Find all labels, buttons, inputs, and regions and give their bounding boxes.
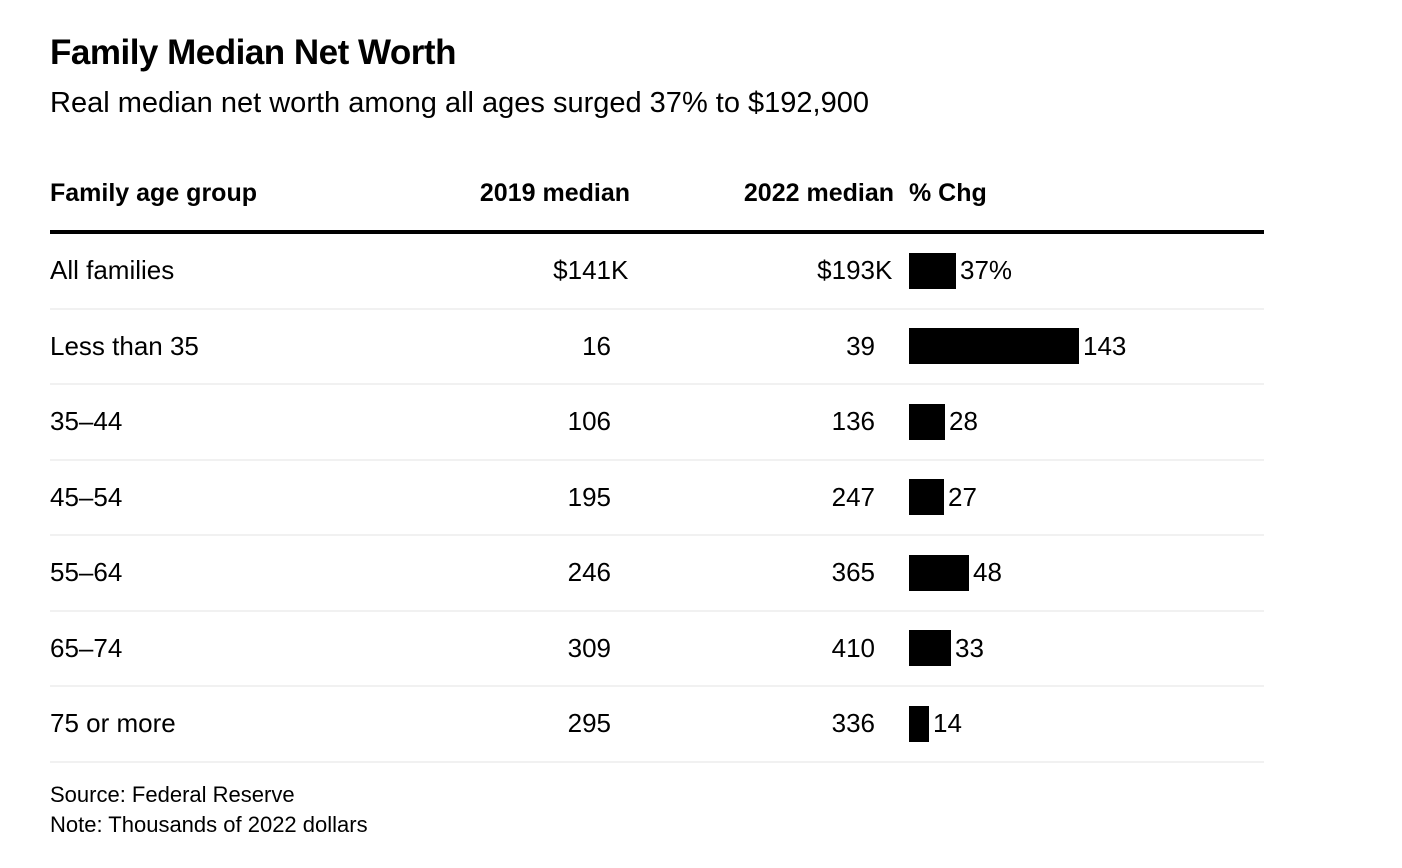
cell-2022-median: 336 xyxy=(831,708,875,739)
footnote: Note: Thousands of 2022 dollars xyxy=(50,811,368,837)
cell-2019-median: 309 xyxy=(567,632,611,663)
cell-2019-median: 295 xyxy=(567,708,611,739)
cell-age-group: 65–74 xyxy=(50,632,123,663)
page-subtitle: Real median net worth among all ages sur… xyxy=(50,87,869,120)
cell-2022-median: 365 xyxy=(831,557,875,588)
cell-pct-chg: 37% xyxy=(909,252,1264,289)
cell-2019-median: 195 xyxy=(567,481,611,512)
pct-change-label: 14 xyxy=(933,708,962,739)
column-header-age-group: Family age group xyxy=(50,178,257,207)
pct-change-bar xyxy=(909,252,956,289)
chart-footer: Source: Federal Reserve Note: Thousands … xyxy=(50,780,1264,840)
cell-pct-chg: 33 xyxy=(909,630,1264,667)
pct-change-bar xyxy=(909,479,944,516)
column-header-2022-median: 2022 median xyxy=(743,178,894,207)
pct-change-bar xyxy=(909,403,945,440)
cell-age-group: 45–54 xyxy=(50,481,123,512)
cell-age-group: 75 or more xyxy=(50,708,176,739)
header-rule xyxy=(50,230,1264,235)
cell-age-group: 35–44 xyxy=(50,406,123,437)
column-header-pct-chg: % Chg xyxy=(909,178,987,207)
pct-change-label: 48 xyxy=(973,557,1002,588)
pct-change-label: 37% xyxy=(960,255,1013,286)
column-header-2019-median: 2019 median xyxy=(479,178,630,207)
cell-2022-median: 136 xyxy=(831,406,875,437)
cell-2022-median: 410 xyxy=(831,632,875,663)
cell-2022-median: 247 xyxy=(831,481,875,512)
page-title: Family Median Net Worth xyxy=(50,33,456,72)
cell-pct-chg: 14 xyxy=(909,705,1264,742)
cell-pct-chg: 48 xyxy=(909,554,1264,591)
pct-change-bar xyxy=(909,554,969,591)
table-row: 35–44 106 136 28 xyxy=(50,385,1264,461)
pct-change-bar xyxy=(909,328,1079,365)
table-row: 55–64 246 365 48 xyxy=(50,536,1264,612)
cell-2019-median: 246 xyxy=(567,557,611,588)
cell-pct-chg: 28 xyxy=(909,403,1264,440)
table-body: All families $141 K $193 K 37% Less than 3… xyxy=(50,234,1264,763)
cell-2022-median: 39 xyxy=(846,330,875,361)
cell-2019-median: 16 xyxy=(582,330,611,361)
cell-2019-median: 106 xyxy=(567,406,611,437)
cell-age-group: 55–64 xyxy=(50,557,123,588)
table-row: 65–74 309 410 33 xyxy=(50,612,1264,688)
table-row: All families $141 K $193 K 37% xyxy=(50,234,1264,310)
table-row: 45–54 195 247 27 xyxy=(50,461,1264,537)
pct-change-label: 143 xyxy=(1083,330,1127,361)
cell-age-group: All families xyxy=(50,255,175,286)
pct-change-label: 33 xyxy=(955,632,984,663)
table-row: 75 or more 295 336 14 xyxy=(50,687,1264,763)
table-header: Family age group 2019 median 2022 median… xyxy=(50,178,1264,208)
cell-pct-chg: 27 xyxy=(909,479,1264,516)
pct-change-bar xyxy=(909,630,951,667)
cell-2019-median: $141 K xyxy=(553,255,629,286)
chart-container: Family Median Net Worth Real median net … xyxy=(50,0,1264,840)
table-row: Less than 35 16 39 143 xyxy=(50,310,1264,386)
pct-change-label: 27 xyxy=(948,481,977,512)
cell-age-group: Less than 35 xyxy=(50,330,199,361)
cell-pct-chg: 143 xyxy=(909,328,1264,365)
pct-change-label: 28 xyxy=(949,406,978,437)
cell-2022-median: $193 K xyxy=(817,255,893,286)
source-note: Source: Federal Reserve xyxy=(50,781,295,807)
pct-change-bar xyxy=(909,705,929,742)
